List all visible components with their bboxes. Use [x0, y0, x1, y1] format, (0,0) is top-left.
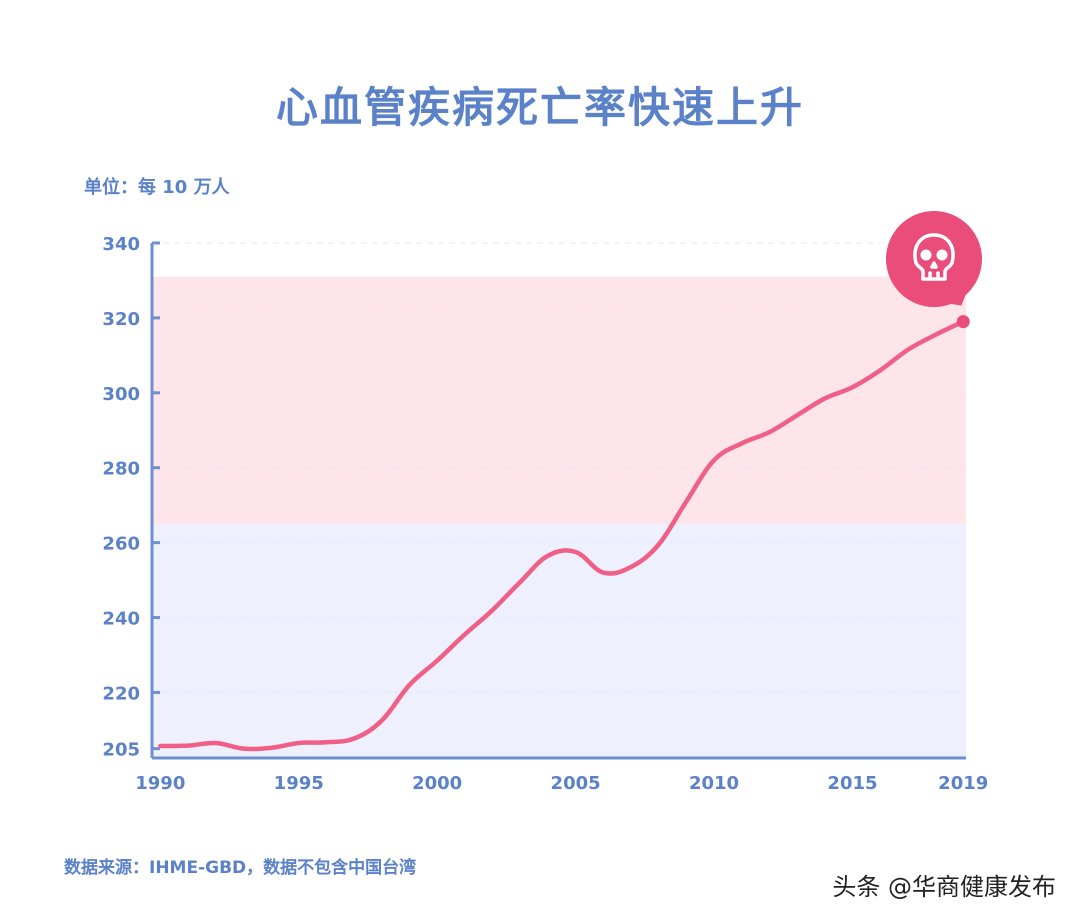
data-source-note: 数据来源：IHME-GBD，数据不包含中国台湾	[64, 858, 417, 878]
y-tick-labels: 205 220 240 260 280 300 320 340	[102, 234, 140, 761]
skull-nose	[930, 261, 938, 269]
bubble	[886, 211, 982, 307]
x-tick-labels: 1990 1995 2000 2005 2010 2015 2019	[135, 773, 988, 794]
end-marker	[886, 211, 982, 329]
y-tick-label-280: 280	[102, 459, 140, 480]
chart-title: 心血管疾病死亡率快速上升	[275, 83, 804, 132]
series-line-0	[158, 319, 966, 752]
band-0	[152, 523, 966, 758]
axes	[150, 241, 966, 760]
x-tick-label-2010: 2010	[689, 773, 739, 794]
x-tick-label-1990: 1990	[135, 773, 185, 794]
skull-outline	[913, 233, 955, 281]
series	[158, 319, 966, 752]
x-tick-label-2000: 2000	[412, 773, 462, 794]
unit-label: 单位：每 10 万人	[84, 177, 230, 198]
y-tick-label-220: 220	[102, 683, 140, 704]
x-tick-label-2015: 2015	[827, 773, 877, 794]
x-tick-label-2005: 2005	[551, 773, 601, 794]
x-tick-label-2019: 2019	[938, 773, 988, 794]
y-tick-label-340: 340	[102, 234, 140, 255]
y-tick-label-260: 260	[102, 534, 140, 555]
gridlines	[152, 242, 966, 693]
skull-icon	[913, 233, 955, 281]
y-tick-label-320: 320	[102, 309, 140, 330]
y-tick-label-240: 240	[102, 609, 140, 630]
background-bands	[152, 276, 966, 758]
band-1	[152, 276, 966, 524]
y-tick-label-300: 300	[102, 384, 140, 405]
y-tick-label-205: 205	[102, 740, 140, 761]
skull-eye-left	[920, 249, 932, 261]
watermark: 头条 @华商健康发布	[832, 873, 1056, 901]
end-point	[956, 315, 970, 329]
skull-eye-right	[936, 249, 948, 261]
x-tick-label-1995: 1995	[274, 773, 324, 794]
